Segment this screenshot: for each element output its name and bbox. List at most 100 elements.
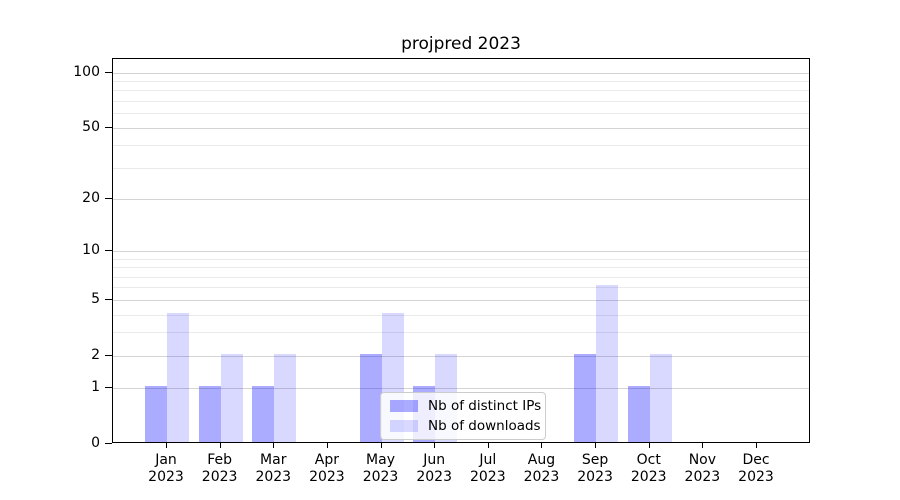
x-tick-label: Aug 2023	[511, 452, 571, 486]
x-tick-label: Feb 2023	[190, 452, 250, 486]
legend-swatch-distinct-ips-icon	[390, 400, 418, 412]
y-tick-label: 2	[91, 346, 100, 363]
x-tick-mark	[756, 443, 757, 448]
y-tick-mark	[105, 71, 112, 73]
x-tick-mark	[273, 443, 275, 448]
legend-label-distinct-ips: Nb of distinct IPs	[428, 398, 542, 414]
gridline-minor	[113, 267, 809, 269]
x-tick-month: Mar	[260, 452, 287, 468]
x-tick-year: 2023	[309, 469, 345, 485]
x-tick-year: 2023	[684, 469, 721, 485]
x-tick-label: Apr 2023	[297, 452, 357, 486]
x-tick-label: Mar 2023	[243, 452, 303, 486]
x-tick-year: 2023	[469, 469, 506, 485]
x-tick-year: 2023	[416, 469, 452, 485]
y-tick-label: 10	[82, 242, 100, 259]
legend: Nb of distinct IPs Nb of downloads	[380, 392, 546, 440]
gridline-major	[113, 251, 809, 253]
gridline-minor	[113, 314, 809, 316]
x-tick-month: Jun	[423, 452, 446, 468]
x-tick-month: Aug	[527, 452, 556, 468]
gridline-major	[113, 127, 809, 129]
plot-area	[112, 58, 810, 443]
legend-swatch-downloads-icon	[390, 420, 418, 432]
x-tick-mark	[702, 443, 704, 448]
bar-downloads	[274, 353, 297, 442]
bar-downloads	[649, 353, 672, 442]
x-tick-label: Jul 2023	[458, 452, 518, 486]
x-tick-month: Sep	[581, 452, 609, 468]
bar-distinct-ips	[359, 353, 382, 442]
bar-downloads	[167, 312, 189, 442]
gridline-minor	[113, 101, 809, 103]
x-tick-mark	[595, 443, 597, 448]
x-tick-label: Nov 2023	[672, 452, 732, 486]
bar-downloads	[220, 353, 243, 442]
x-tick-mark	[219, 443, 221, 448]
x-tick-year: 2023	[738, 469, 774, 485]
y-tick-label: 20	[82, 190, 100, 207]
bar-distinct-ips	[198, 386, 221, 442]
gridline-major	[113, 355, 809, 357]
y-tick-label: 100	[73, 63, 100, 80]
bar-distinct-ips	[627, 386, 650, 442]
gridline-minor	[113, 81, 809, 83]
gridline-major	[113, 299, 809, 301]
bar-downloads	[596, 285, 619, 442]
gridline-minor	[113, 258, 809, 260]
x-tick-mark	[326, 443, 328, 448]
bar-distinct-ips	[252, 386, 275, 442]
x-tick-month: May	[366, 452, 395, 468]
y-tick-mark	[105, 387, 112, 389]
gridline-minor	[113, 287, 809, 289]
x-tick-mark	[648, 443, 650, 448]
legend-label-downloads: Nb of downloads	[428, 418, 541, 434]
x-tick-mark	[487, 443, 489, 448]
gridline-major	[113, 72, 809, 74]
y-tick-label: 5	[91, 290, 100, 307]
y-tick-mark	[105, 443, 112, 444]
x-tick-year: 2023	[255, 469, 292, 485]
x-tick-mark	[434, 443, 436, 448]
bar-distinct-ips	[145, 386, 167, 442]
x-tick-label: Sep 2023	[565, 452, 625, 486]
bar-distinct-ips	[574, 353, 597, 442]
x-tick-year: 2023	[148, 469, 184, 485]
x-tick-year: 2023	[523, 469, 560, 485]
x-tick-label: Oct 2023	[619, 452, 679, 486]
x-tick-month: Nov	[688, 452, 717, 468]
x-tick-label: Dec 2023	[726, 452, 786, 486]
gridline-minor	[113, 332, 809, 334]
x-tick-month: Jan	[155, 452, 177, 468]
y-tick-label: 1	[91, 379, 100, 396]
x-tick-mark	[380, 443, 382, 448]
x-tick-year: 2023	[577, 469, 613, 485]
x-tick-label: Jan 2023	[136, 452, 196, 486]
x-tick-month: Feb	[207, 452, 233, 468]
legend-row-downloads: Nb of downloads	[390, 418, 541, 434]
y-tick-mark	[105, 250, 112, 252]
x-tick-mark	[166, 443, 167, 448]
y-tick-label: 50	[82, 118, 100, 135]
x-tick-month: Dec	[742, 452, 770, 468]
gridline-minor	[113, 90, 809, 92]
x-tick-year: 2023	[630, 469, 667, 485]
gridline-major	[113, 199, 809, 201]
gridline-minor	[113, 167, 809, 169]
x-tick-label: May 2023	[351, 452, 411, 486]
gridline-minor	[113, 145, 809, 147]
x-tick-month: Apr	[314, 452, 340, 468]
legend-row-distinct-ips: Nb of distinct IPs	[390, 398, 541, 414]
gridline-major	[113, 388, 809, 390]
x-tick-year: 2023	[362, 469, 399, 485]
y-tick-label: 0	[91, 435, 100, 451]
x-tick-month: Oct	[636, 452, 661, 468]
x-tick-month: Jul	[479, 452, 497, 468]
y-tick-mark	[105, 298, 112, 300]
gridline-minor	[113, 276, 809, 278]
y-tick-mark	[105, 198, 112, 200]
x-tick-label: Jun 2023	[404, 452, 464, 486]
x-tick-year: 2023	[201, 469, 238, 485]
y-tick-mark	[105, 354, 112, 356]
